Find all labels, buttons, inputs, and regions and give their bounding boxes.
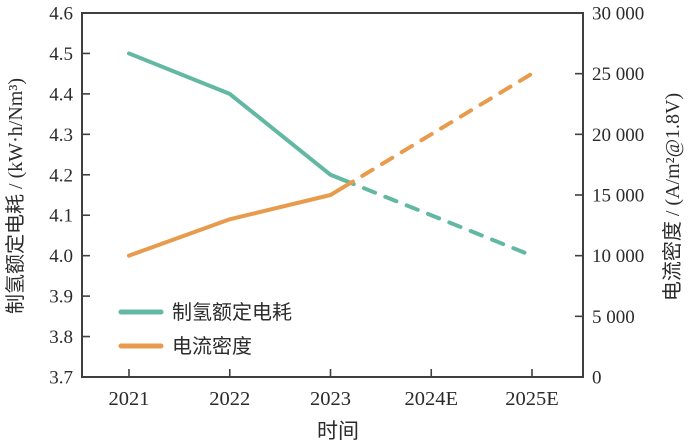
- legend-label-current-density: 电流密度: [172, 335, 252, 358]
- y-right-axis-title: 电流密度 / (A/m²@1.8V): [661, 93, 684, 301]
- y-left-tick-label: 4.1: [49, 206, 73, 227]
- x-tick-label: 2021: [109, 388, 150, 410]
- x-axis-title: 时间: [317, 419, 359, 443]
- y-left-tick-label: 3.9: [49, 287, 73, 308]
- y-right-tick-label: 15 000: [592, 186, 644, 207]
- series-line-current-density-solid: [127, 185, 345, 258]
- y-left-tick-label: 4.0: [49, 246, 73, 267]
- y-left-tick-label: 3.7: [49, 368, 73, 389]
- y-right-tick-label: 20 000: [592, 125, 644, 146]
- series-line-rated-power-consumption-solid: [127, 51, 345, 182]
- x-tick-label: 2022: [209, 388, 250, 410]
- y-left-tick-label: 4.5: [49, 44, 73, 65]
- x-tick-label: 2023: [310, 388, 351, 410]
- y-right-tick-label: 10 000: [592, 246, 644, 267]
- series-line-current-density-dashed-forecast: [340, 71, 534, 190]
- y-right-tick-label: 25 000: [592, 64, 644, 85]
- y-left-axis-title: 制氢额定电耗 / (kW·h/Nm³): [4, 78, 27, 314]
- y-left-tick-label: 3.8: [49, 327, 73, 348]
- y-left-tick-label: 4.3: [49, 125, 73, 146]
- legend-item-rated-power-consumption: 制氢额定电耗: [118, 301, 292, 324]
- y-left-tick-label: 4.6: [49, 4, 73, 25]
- legend-item-current-density: 电流密度: [118, 335, 252, 358]
- x-tick-label: 2025E: [505, 388, 559, 410]
- x-tick-label: 2024E: [404, 388, 458, 410]
- y-left-tick-label: 4.2: [49, 165, 73, 186]
- legend-label-rated-power-consumption: 制氢额定电耗: [172, 301, 292, 324]
- series-line-rated-power-consumption-dashed-forecast: [340, 177, 534, 258]
- y-right-tick-label: 30 000: [592, 4, 644, 25]
- y-right-tick-label: 5 000: [592, 307, 635, 328]
- y-right-tick-label: 0: [592, 368, 602, 389]
- y-left-tick-label: 4.4: [49, 84, 73, 105]
